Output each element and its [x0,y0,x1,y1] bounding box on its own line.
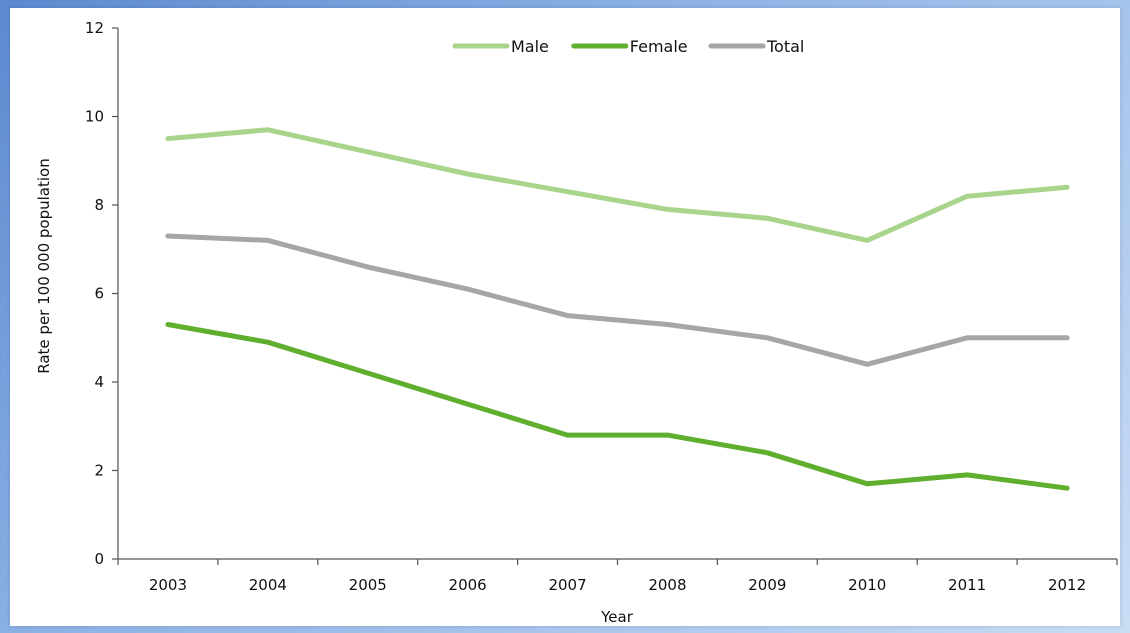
series-line-total [165,233,1070,367]
x-ticks: 2003 2004 2005 2006 2007 2008 2009 2010 2011 2012 [117,559,1118,594]
x-tick-label: 2007 [548,576,586,594]
y-tick-label: 6 [94,285,104,303]
y-tick-label: 8 [94,196,104,214]
x-axis-title: Year [600,608,634,626]
series-layer [165,127,1070,491]
x-tick-label: 2008 [648,576,686,594]
series-line-female [165,322,1070,491]
y-tick-label: 0 [94,550,104,568]
y-tick-label: 12 [85,19,104,37]
x-tick-label: 2010 [848,576,886,594]
y-tick-label: 2 [94,462,104,480]
y-ticks: 0 2 4 6 8 10 12 [85,19,118,568]
legend-label-male: Male [511,37,549,56]
x-tick-label: 2004 [249,576,287,594]
y-axis-title: Rate per 100 000 population [35,158,53,373]
x-tick-label: 2011 [948,576,986,594]
axes [117,28,1117,560]
legend-label-total: Total [766,37,804,56]
series-line-male [165,127,1070,243]
x-tick-label: 2005 [349,576,387,594]
y-tick-label: 10 [85,108,104,126]
y-tick-label: 4 [94,373,104,391]
x-tick-label: 2009 [748,576,786,594]
legend: Male Female Total [452,37,804,56]
x-tick-label: 2006 [449,576,487,594]
x-tick-label: 2012 [1048,576,1086,594]
legend-label-female: Female [630,37,688,56]
x-tick-label: 2003 [149,576,187,594]
